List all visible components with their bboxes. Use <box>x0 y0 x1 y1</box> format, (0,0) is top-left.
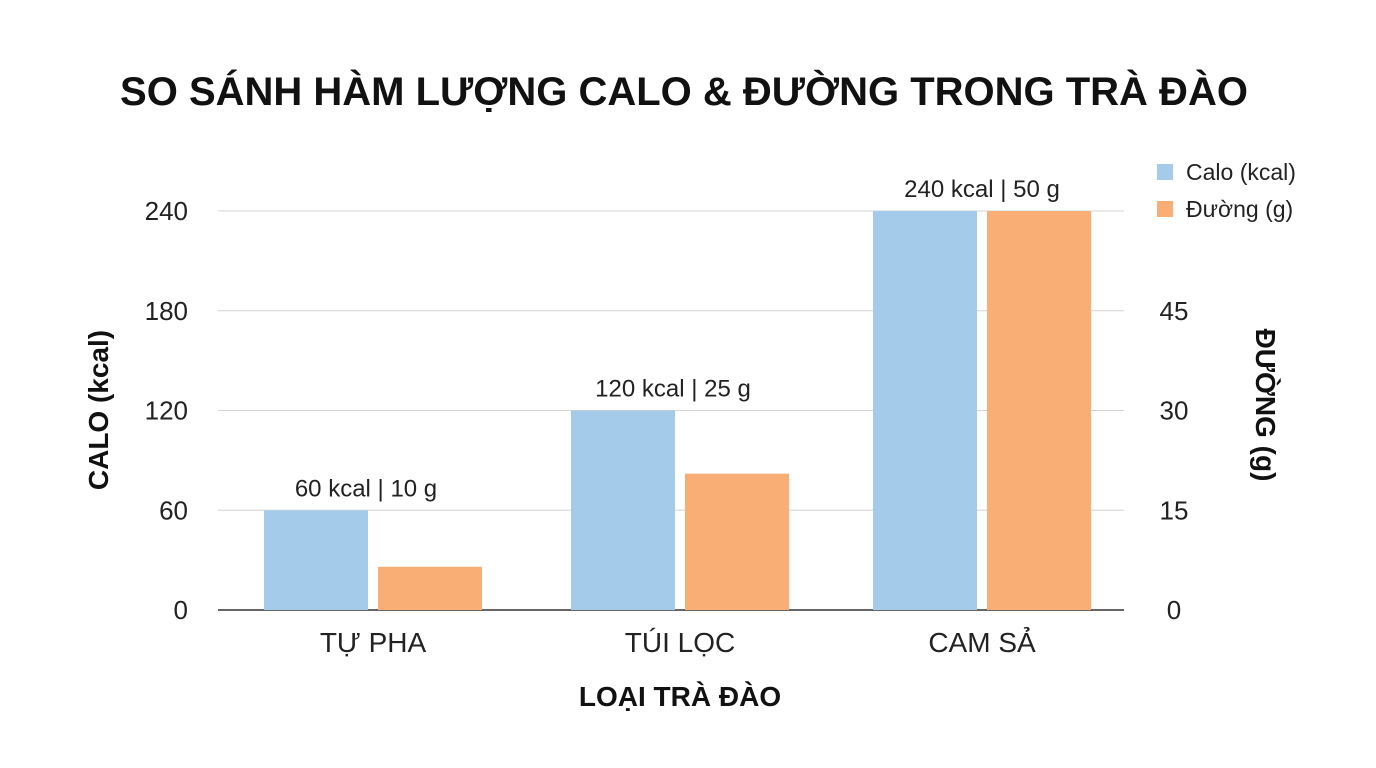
y-tick-label: 180 <box>145 296 188 326</box>
x-tick-label: TÚI LỌC <box>625 627 735 658</box>
legend-swatch-calo <box>1157 164 1173 180</box>
bar-calo <box>571 410 675 610</box>
y2-axis-title: ĐƯỜNG (g) <box>1250 329 1281 482</box>
y2-tick-label: 30 <box>1160 396 1189 426</box>
x-tick-label: CAM SẢ <box>928 626 1036 658</box>
bar-duong <box>987 211 1091 610</box>
x-axis-title: LOẠI TRÀ ĐÀO <box>579 681 781 712</box>
y-tick-label: 60 <box>159 495 188 525</box>
bar-duong <box>378 566 482 610</box>
data-label: 240 kcal | 50 g <box>904 176 1060 203</box>
chart-title: SO SÁNH HÀM LƯỢNG CALO & ĐƯỜNG TRONG TRÀ… <box>120 68 1248 114</box>
legend-swatch-duong <box>1157 201 1173 217</box>
bars <box>264 211 1091 610</box>
bar-duong <box>685 473 789 610</box>
y-tick-label: 120 <box>145 396 188 426</box>
data-labels: 60 kcal | 10 g 120 kcal | 25 g 240 kcal | … <box>295 176 1060 502</box>
legend-label-duong: Đường (g) <box>1186 196 1293 222</box>
y-axis-title: CALO (kcal) <box>83 330 114 490</box>
y2-tick-label: 0 <box>1167 595 1181 625</box>
legend: Calo (kcal) Đường (g) <box>1157 159 1296 222</box>
y-tick-label: 240 <box>145 196 188 226</box>
data-label: 120 kcal | 25 g <box>595 376 751 403</box>
y2-tick-label: 45 <box>1160 296 1189 326</box>
x-tick-label: TỰ PHA <box>320 627 427 658</box>
bar-calo <box>264 510 368 610</box>
y-tick-label: 0 <box>174 595 188 625</box>
legend-label-calo: Calo (kcal) <box>1186 159 1296 185</box>
tick-labels: 0 60 120 180 240 0 15 30 45 TỰ PHA TÚI LỌC CAM SẢ <box>145 196 1189 658</box>
y2-tick-label: 15 <box>1160 495 1189 525</box>
bar-calo <box>873 211 977 610</box>
data-label: 60 kcal | 10 g <box>295 475 437 502</box>
